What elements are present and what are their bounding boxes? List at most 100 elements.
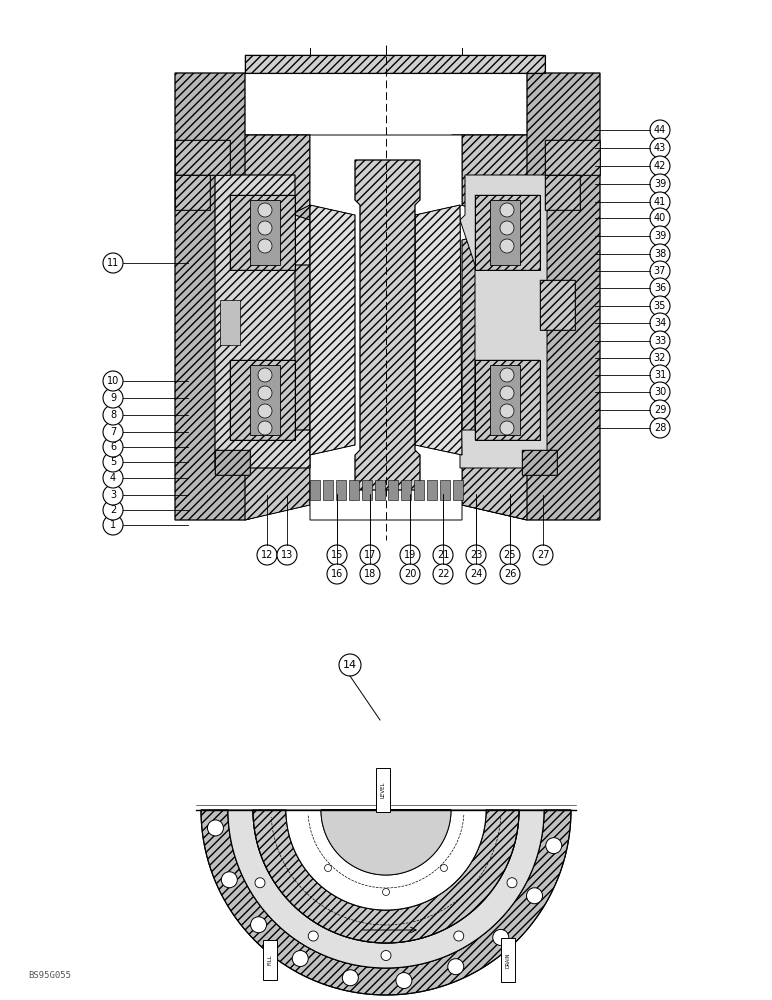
Circle shape (251, 917, 266, 933)
Text: 12: 12 (261, 550, 273, 560)
Polygon shape (427, 480, 437, 500)
Circle shape (103, 253, 123, 273)
Circle shape (500, 564, 520, 584)
Text: 40: 40 (654, 213, 666, 223)
Bar (263, 940, 277, 980)
Circle shape (500, 404, 514, 418)
Circle shape (650, 382, 670, 402)
Circle shape (255, 878, 265, 888)
Text: 16: 16 (331, 569, 343, 579)
Text: 7: 7 (110, 427, 116, 437)
Circle shape (500, 368, 514, 382)
Text: 20: 20 (404, 569, 416, 579)
Circle shape (360, 564, 380, 584)
Text: 1: 1 (110, 520, 116, 530)
Circle shape (103, 452, 123, 472)
Polygon shape (286, 810, 486, 910)
Circle shape (433, 564, 453, 584)
Polygon shape (440, 480, 450, 500)
Circle shape (277, 545, 297, 565)
Polygon shape (321, 810, 451, 875)
Text: 37: 37 (654, 266, 666, 276)
Circle shape (103, 515, 123, 535)
Circle shape (650, 313, 670, 333)
Polygon shape (215, 175, 310, 468)
Circle shape (650, 278, 670, 298)
Polygon shape (310, 480, 320, 500)
Polygon shape (545, 140, 600, 175)
Circle shape (258, 404, 272, 418)
Text: 29: 29 (654, 405, 666, 415)
Circle shape (650, 418, 670, 438)
Circle shape (500, 386, 514, 400)
Polygon shape (310, 135, 462, 520)
Text: 17: 17 (364, 550, 376, 560)
Polygon shape (453, 480, 463, 500)
Text: 24: 24 (470, 569, 482, 579)
Text: 13: 13 (281, 550, 293, 560)
Circle shape (650, 365, 670, 385)
Circle shape (527, 888, 543, 904)
Text: 36: 36 (654, 283, 666, 293)
Circle shape (500, 221, 514, 235)
Text: 31: 31 (654, 370, 666, 380)
Circle shape (396, 973, 412, 989)
Circle shape (507, 878, 517, 888)
Polygon shape (201, 810, 571, 995)
Polygon shape (475, 195, 540, 270)
Polygon shape (375, 480, 385, 500)
Polygon shape (250, 200, 280, 265)
Text: 10: 10 (107, 376, 119, 386)
Text: 30: 30 (654, 387, 666, 397)
Polygon shape (230, 195, 295, 270)
Circle shape (327, 545, 347, 565)
Text: 8: 8 (110, 410, 116, 420)
Circle shape (500, 239, 514, 253)
Text: 42: 42 (654, 161, 666, 171)
Circle shape (103, 371, 123, 391)
Text: 15: 15 (331, 550, 344, 560)
Polygon shape (545, 175, 580, 210)
Circle shape (650, 138, 670, 158)
Circle shape (360, 545, 380, 565)
Text: 33: 33 (654, 336, 666, 346)
Polygon shape (175, 73, 310, 520)
Circle shape (500, 421, 514, 435)
Circle shape (441, 864, 448, 871)
Polygon shape (490, 200, 520, 265)
Text: 6: 6 (110, 442, 116, 452)
Text: 9: 9 (110, 393, 116, 403)
Text: 27: 27 (537, 550, 549, 560)
Text: 3: 3 (110, 490, 116, 500)
Polygon shape (349, 480, 359, 500)
Polygon shape (215, 450, 250, 475)
Polygon shape (475, 360, 540, 440)
Circle shape (400, 564, 420, 584)
Text: FILL: FILL (268, 955, 273, 965)
Polygon shape (540, 280, 575, 330)
Polygon shape (253, 810, 519, 943)
Text: 23: 23 (470, 550, 482, 560)
Circle shape (103, 388, 123, 408)
Polygon shape (220, 300, 240, 345)
Polygon shape (230, 360, 295, 440)
Circle shape (650, 244, 670, 264)
Polygon shape (175, 140, 230, 175)
Circle shape (493, 929, 509, 945)
Circle shape (546, 838, 562, 854)
Text: 38: 38 (654, 249, 666, 259)
Text: 2: 2 (110, 505, 116, 515)
Circle shape (258, 421, 272, 435)
Text: 18: 18 (364, 569, 376, 579)
Circle shape (650, 156, 670, 176)
Circle shape (293, 951, 308, 967)
Circle shape (400, 545, 420, 565)
Circle shape (650, 296, 670, 316)
Polygon shape (401, 480, 411, 500)
Text: 21: 21 (437, 550, 449, 560)
Circle shape (342, 970, 358, 986)
Text: BS95G055: BS95G055 (28, 971, 71, 980)
Circle shape (103, 500, 123, 520)
Text: 35: 35 (654, 301, 666, 311)
Circle shape (339, 654, 361, 676)
